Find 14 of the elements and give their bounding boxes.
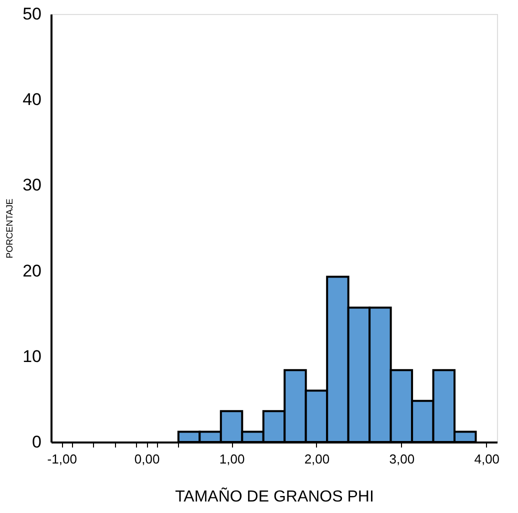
y-axis-title: PORCENTAJE: [4, 198, 15, 258]
x-tick-label: 0,00: [134, 452, 160, 466]
x-tick-label: -1,00: [47, 452, 77, 466]
y-tick-label: 10: [22, 346, 42, 366]
y-tick-label: 20: [22, 261, 42, 280]
y-tick-label: 40: [22, 90, 42, 110]
x-tick-label: 4,00: [474, 452, 500, 466]
x-tick-label: 3,00: [389, 452, 415, 466]
x-tick-label: 2,00: [304, 452, 330, 466]
x-axis-title: TAMAÑO DE GRANOS PHI: [175, 486, 374, 506]
y-tick-label: 30: [22, 176, 42, 195]
y-tick-label: 0: [32, 432, 42, 452]
y-tick-label: 50: [22, 4, 42, 24]
x-tick-label: 1,00: [219, 452, 245, 466]
